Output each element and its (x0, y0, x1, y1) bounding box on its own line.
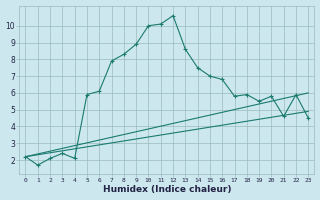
X-axis label: Humidex (Indice chaleur): Humidex (Indice chaleur) (103, 185, 231, 194)
